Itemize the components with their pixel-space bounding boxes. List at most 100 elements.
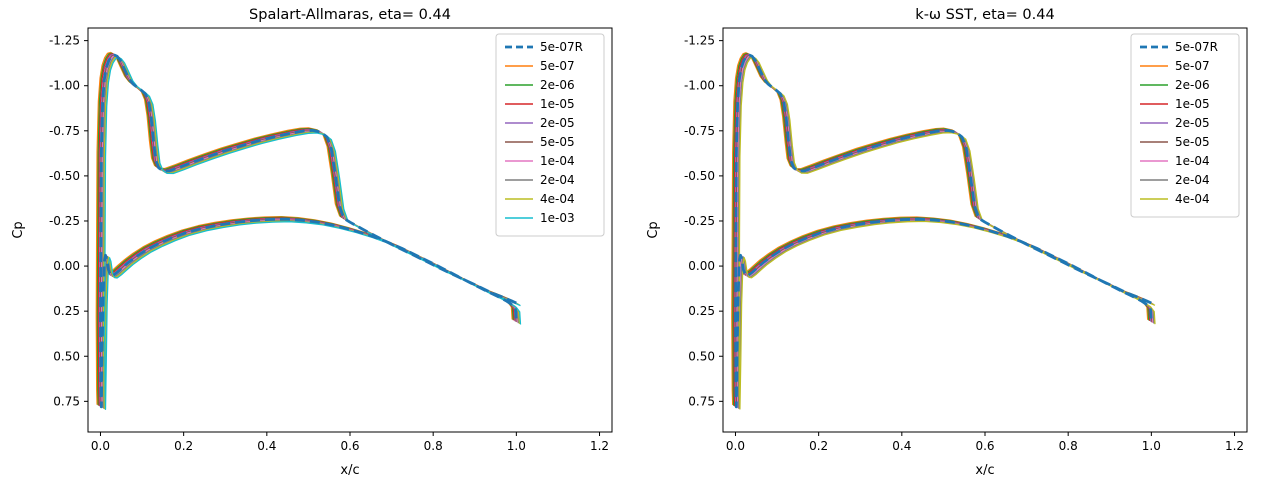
- series-line-5e-07R: [734, 53, 1153, 409]
- plot-area: [731, 52, 1156, 410]
- legend-label: 5e-07R: [540, 40, 583, 54]
- series-line-1e-05: [97, 53, 515, 407]
- legend-entry-2e-06: 2e-06: [505, 78, 575, 92]
- x-tick-label: 1.0: [1142, 439, 1161, 453]
- series-line-4e-04: [738, 56, 1156, 410]
- x-tick-label: 1.2: [590, 439, 609, 453]
- y-tick-label: 0.00: [53, 259, 80, 273]
- series-line-1e-04: [100, 55, 519, 409]
- series-line-4e-04: [102, 56, 521, 410]
- y-tick-label: 0.25: [688, 304, 715, 318]
- x-tick-label: 1.0: [507, 439, 526, 453]
- series-line-2e-05: [734, 54, 1152, 408]
- legend-label: 2e-06: [1175, 78, 1210, 92]
- series-line-5e-05: [99, 54, 517, 408]
- y-tick-label: -1.25: [684, 34, 715, 48]
- series-line-2e-05: [98, 53, 516, 407]
- y-tick-label: -1.25: [49, 34, 80, 48]
- legend-entry-4e-04: 4e-04: [505, 192, 575, 206]
- legend-label: 5e-07R: [1175, 40, 1218, 54]
- series-line-1e-05: [733, 53, 1151, 407]
- legend-entry-2e-04: 2e-04: [505, 173, 575, 187]
- y-axis-label: Cp: [11, 221, 26, 238]
- x-axis-label: x/c: [340, 463, 359, 478]
- legend-label: 5e-07: [1175, 59, 1210, 73]
- legend-label: 4e-04: [1175, 192, 1210, 206]
- legend-label: 1e-03: [540, 211, 575, 225]
- y-tick-label: 0.50: [688, 349, 715, 363]
- series-line-2e-04: [737, 55, 1155, 409]
- series-line-1e-03: [103, 56, 522, 410]
- series-line-5e-07: [731, 52, 1149, 406]
- y-tick-label: -0.50: [49, 169, 80, 183]
- x-tick-label: 0.4: [892, 439, 911, 453]
- legend-label: 2e-06: [540, 78, 575, 92]
- legend-box: [1130, 33, 1240, 218]
- y-tick-label: -0.75: [49, 124, 80, 138]
- series-line-5e-07R: [99, 53, 518, 409]
- legend-entry-2e-04: 2e-04: [1140, 173, 1210, 187]
- legend-label: 5e-07: [540, 59, 575, 73]
- y-tick-label: -0.50: [684, 169, 715, 183]
- legend-entry-1e-05: 1e-05: [1140, 97, 1210, 111]
- y-tick-label: 0.00: [688, 259, 715, 273]
- chart-title: Spalart-Allmaras, eta= 0.44: [249, 7, 451, 23]
- legend-entry-5e-07R: 5e-07R: [1140, 40, 1218, 54]
- legend-entry-2e-06: 2e-06: [1140, 78, 1210, 92]
- x-tick-label: 0.0: [91, 439, 110, 453]
- legend-label: 5e-05: [1175, 135, 1210, 149]
- legend-entry-1e-03: 1e-03: [505, 211, 575, 225]
- legend-entry-5e-07: 5e-07: [505, 59, 575, 73]
- y-tick-label: -1.00: [49, 79, 80, 93]
- legend-label: 2e-05: [1175, 116, 1210, 130]
- series-line-2e-04: [101, 55, 520, 409]
- y-tick-label: -0.25: [49, 214, 80, 228]
- x-tick-label: 1.2: [1225, 439, 1244, 453]
- x-tick-label: 0.2: [174, 439, 193, 453]
- legend-label: 2e-04: [540, 173, 575, 187]
- x-tick-label: 0.6: [975, 439, 994, 453]
- legend-label: 2e-04: [1175, 173, 1210, 187]
- y-tick-label: 0.75: [688, 394, 715, 408]
- y-tick-label: -0.25: [684, 214, 715, 228]
- y-tick-label: 0.50: [53, 349, 80, 363]
- y-tick-label: -0.75: [684, 124, 715, 138]
- legend-label: 1e-05: [540, 97, 575, 111]
- legend-entry-5e-07R: 5e-07R: [505, 40, 583, 54]
- chart-spalart-allmaras: 0.0 0.2 0.4 0.6 0.8 1.0 1.2 -1.25 -1.00 -0.75 -0.5…: [11, 7, 613, 478]
- legend-entry-1e-05: 1e-05: [505, 97, 575, 111]
- x-tick-label: 0.6: [340, 439, 359, 453]
- series-line-1e-04: [736, 55, 1154, 409]
- x-axis-label: x/c: [975, 463, 994, 478]
- series-line-2e-06: [732, 52, 1150, 406]
- legend-label: 1e-05: [1175, 97, 1210, 111]
- legend-label: 1e-04: [1175, 154, 1210, 168]
- legend-label: 2e-05: [540, 116, 575, 130]
- x-tick-label: 0.0: [726, 439, 745, 453]
- y-tick-label: 0.75: [53, 394, 80, 408]
- chart-k-omega-sst: 0.0 0.2 0.4 0.6 0.8 1.0 1.2 -1.25 -1.00 -0.75 -0.5…: [646, 7, 1248, 478]
- series-line-5e-07: [95, 51, 513, 405]
- series-line-5e-05: [735, 54, 1153, 408]
- legend-entry-5e-07: 5e-07: [1140, 59, 1210, 73]
- legend-entry-1e-04: 1e-04: [1140, 154, 1210, 168]
- chart-title: k-ω SST, eta= 0.44: [915, 7, 1054, 23]
- legend-entry-2e-05: 2e-05: [1140, 116, 1210, 130]
- legend-entry-5e-05: 5e-05: [505, 135, 575, 149]
- x-tick-label: 0.8: [1059, 439, 1078, 453]
- x-tick-label: 0.4: [257, 439, 276, 453]
- x-tick-label: 0.8: [424, 439, 443, 453]
- legend-entry-4e-04: 4e-04: [1140, 192, 1210, 206]
- series-line-2e-06: [96, 52, 514, 406]
- x-tick-label: 0.2: [809, 439, 828, 453]
- legend-label: 4e-04: [540, 192, 575, 206]
- legend-entry-5e-05: 5e-05: [1140, 135, 1210, 149]
- legend-label: 5e-05: [540, 135, 575, 149]
- legend-entry-2e-05: 2e-05: [505, 116, 575, 130]
- plot-area: [95, 51, 522, 410]
- y-axis-label: Cp: [646, 221, 661, 238]
- y-tick-label: -1.00: [684, 79, 715, 93]
- y-tick-label: 0.25: [53, 304, 80, 318]
- legend-label: 1e-04: [540, 154, 575, 168]
